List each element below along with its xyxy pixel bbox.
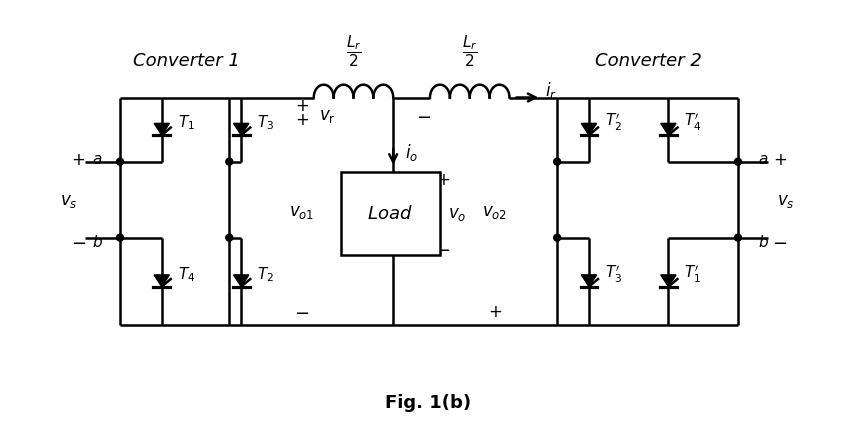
Polygon shape [581, 124, 597, 136]
Text: $b$: $b$ [758, 233, 769, 249]
Text: +: + [294, 97, 309, 115]
Circle shape [554, 235, 561, 242]
Polygon shape [154, 275, 169, 287]
Text: Converter 2: Converter 2 [595, 52, 702, 70]
Text: $\it{Load}$: $\it{Load}$ [367, 205, 413, 223]
Text: $v_s$: $v_s$ [60, 191, 77, 209]
Text: $\dfrac{L_r}{2}$: $\dfrac{L_r}{2}$ [346, 33, 361, 69]
Circle shape [734, 235, 741, 242]
Text: +: + [71, 150, 86, 168]
Text: +: + [294, 111, 309, 129]
Text: $v_{\rm r}$: $v_{\rm r}$ [318, 107, 336, 125]
Circle shape [226, 159, 233, 166]
Text: +: + [773, 150, 787, 168]
Text: $i_o$: $i_o$ [405, 142, 419, 163]
Polygon shape [154, 124, 169, 136]
Text: $-$: $-$ [71, 232, 86, 250]
Text: Converter 1: Converter 1 [134, 52, 240, 70]
Text: $\dfrac{L_r}{2}$: $\dfrac{L_r}{2}$ [462, 33, 478, 69]
Text: $-$: $-$ [417, 107, 431, 125]
Polygon shape [234, 124, 249, 136]
Polygon shape [234, 275, 249, 287]
Text: $b$: $b$ [92, 233, 103, 249]
Polygon shape [661, 275, 676, 287]
Text: $T_1'$: $T_1'$ [684, 263, 701, 284]
Text: $v_{o1}$: $v_{o1}$ [288, 202, 314, 221]
Text: $v_o$: $v_o$ [448, 205, 467, 223]
Text: $-$: $-$ [772, 232, 788, 250]
Text: $T_2'$: $T_2'$ [605, 112, 621, 133]
Text: $i_r$: $i_r$ [545, 80, 557, 101]
Text: $T_4'$: $T_4'$ [684, 112, 702, 133]
Polygon shape [581, 275, 597, 287]
Text: $v_s$: $v_s$ [777, 191, 794, 209]
Text: $T_2$: $T_2$ [257, 264, 274, 283]
Text: $-$: $-$ [436, 239, 450, 257]
Circle shape [734, 159, 741, 166]
Text: $T_1$: $T_1$ [178, 113, 194, 132]
Text: $T_4$: $T_4$ [178, 264, 195, 283]
Text: $a$: $a$ [758, 152, 768, 167]
Text: $v_{o2}$: $v_{o2}$ [483, 202, 508, 221]
Circle shape [226, 235, 233, 242]
Text: +: + [488, 302, 502, 320]
Text: $a$: $a$ [92, 152, 103, 167]
Polygon shape [661, 124, 676, 136]
Circle shape [116, 235, 123, 242]
Circle shape [116, 159, 123, 166]
Bar [341, 172, 440, 256]
Circle shape [554, 159, 561, 166]
Text: $T_3$: $T_3$ [257, 113, 274, 132]
Text: Fig. 1(b): Fig. 1(b) [385, 393, 471, 411]
Text: +: + [436, 171, 450, 189]
Text: $-$: $-$ [294, 302, 309, 320]
Text: $T_3'$: $T_3'$ [605, 263, 622, 284]
